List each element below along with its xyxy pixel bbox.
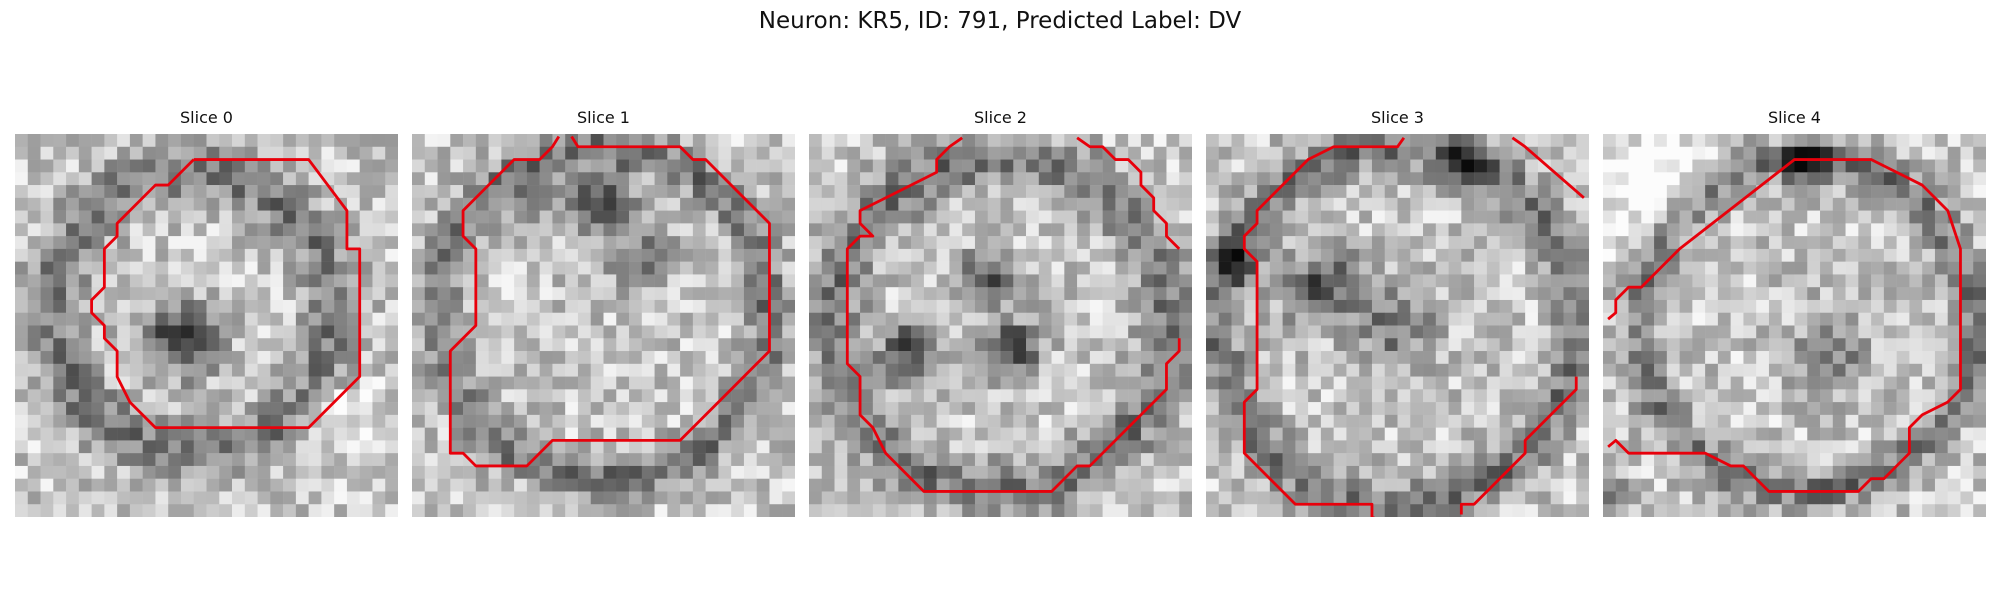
slice-panel-3: Slice 3 (1206, 108, 1589, 517)
slice-title-3: Slice 3 (1371, 108, 1424, 127)
slice-title-1: Slice 1 (577, 108, 630, 127)
slice-panel-1: Slice 1 (412, 108, 795, 517)
slice-panel-4: Slice 4 (1603, 108, 1986, 517)
segmentation-contour-3c (1511, 136, 1585, 199)
segmentation-contour-2 (845, 136, 1181, 493)
microscopy-pixels-2 (809, 134, 1192, 517)
segmentation-contour-3 (1242, 137, 1406, 517)
microscopy-pixels-1 (412, 134, 795, 517)
slice-title-0: Slice 0 (180, 108, 233, 127)
segmentation-contour-1 (448, 135, 771, 468)
segmentation-contour-4 (1607, 158, 1962, 493)
microscopy-pixels-0 (15, 134, 398, 517)
slice-image-4 (1603, 134, 1986, 517)
slice-panel-0: Slice 0 (15, 108, 398, 517)
slice-image-1 (412, 134, 795, 517)
segmentation-contour-0 (90, 158, 362, 430)
segmentation-contour-3b (1459, 376, 1578, 515)
slice-panel-2: Slice 2 (809, 108, 1192, 517)
microscopy-pixels-4 (1603, 134, 1986, 517)
microscopy-pixels-3 (1206, 134, 1589, 517)
slice-title-4: Slice 4 (1768, 108, 1821, 127)
segmentation-contour-2b (1076, 136, 1181, 250)
figure-title: Neuron: KR5, ID: 791, Predicted Label: D… (758, 8, 1242, 34)
slice-image-0 (15, 134, 398, 517)
slice-image-2 (809, 134, 1192, 517)
slice-title-2: Slice 2 (974, 108, 1027, 127)
slice-image-3 (1206, 134, 1589, 517)
